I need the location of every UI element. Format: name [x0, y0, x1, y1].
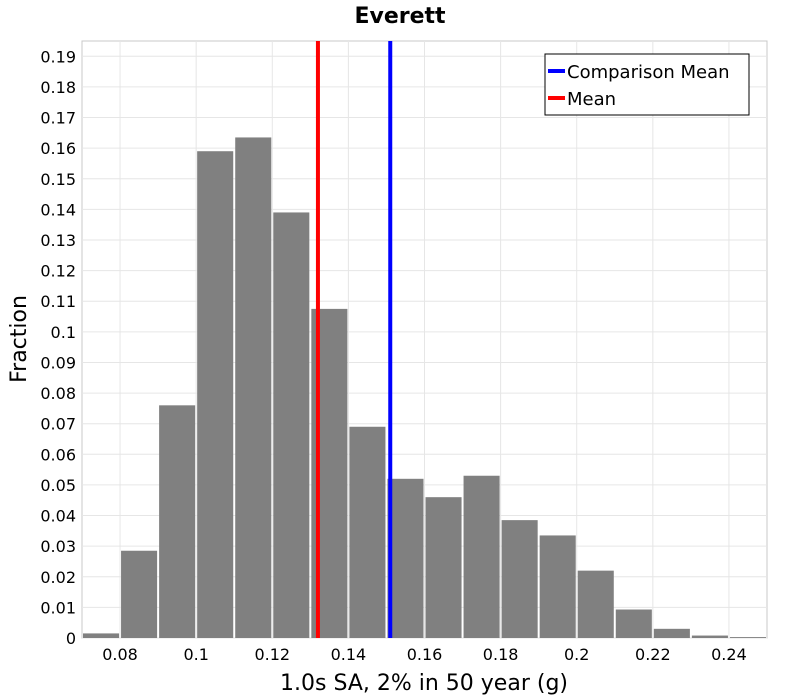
legend-box: [544, 53, 750, 116]
y-tick-label: 0.18: [40, 78, 76, 97]
y-tick-label: 0.09: [40, 353, 76, 372]
y-tick-label: 0.12: [40, 262, 76, 281]
x-tick-label: 0.14: [331, 645, 367, 664]
legend-label-mean: Mean: [567, 89, 616, 110]
histogram-bar: [159, 405, 196, 638]
histogram-bar: [235, 137, 272, 638]
histogram-bar: [349, 426, 386, 638]
y-tick-label: 0.03: [40, 537, 76, 556]
x-tick-label: 0.2: [564, 645, 589, 664]
histogram-bar: [653, 628, 690, 638]
y-axis-ticks: 0 0.01 0.02 0.03 0.04 0.05 0.06 0.07 0.08 0.09 0.1…: [40, 47, 76, 648]
x-tick-label: 0.18: [483, 645, 519, 664]
histogram-bar: [729, 637, 766, 638]
y-tick-label: 0.02: [40, 568, 76, 587]
legend-label-comparison-mean: Comparison Mean: [567, 62, 730, 83]
y-tick-label: 0.04: [40, 507, 76, 526]
histogram-bars: [83, 137, 766, 638]
x-tick-label: 0.12: [254, 645, 290, 664]
reference-lines: [315, 41, 393, 638]
histogram-bar: [691, 635, 728, 638]
x-tick-label: 0.24: [711, 645, 747, 664]
histogram-bar: [121, 550, 158, 638]
y-tick-label: 0.1: [51, 323, 76, 342]
x-tick-label: 0.16: [407, 645, 443, 664]
histogram-bar: [501, 520, 538, 638]
x-axis-ticks: 0.08 0.1 0.12 0.14 0.16 0.18 0.2 0.22 0.24: [102, 645, 747, 664]
y-tick-label: 0.19: [40, 47, 76, 66]
y-tick-label: 0: [66, 629, 76, 648]
histogram-bar: [387, 478, 424, 638]
histogram-bar: [615, 609, 652, 638]
y-tick-label: 0.11: [40, 292, 76, 311]
y-tick-label: 0.14: [40, 200, 76, 219]
y-tick-label: 0.01: [40, 598, 76, 617]
histogram-bar: [83, 633, 120, 638]
histogram-bar: [425, 497, 462, 638]
histogram-bar: [577, 570, 614, 638]
y-tick-label: 0.08: [40, 384, 76, 403]
y-tick-label: 0.13: [40, 231, 76, 250]
y-tick-label: 0.07: [40, 415, 76, 434]
y-tick-label: 0.16: [40, 139, 76, 158]
legend: Comparison Mean Mean: [544, 53, 750, 116]
y-axis-title: Fraction: [7, 295, 32, 383]
histogram-bar: [273, 212, 310, 638]
x-tick-label: 0.22: [635, 645, 671, 664]
y-tick-label: 0.06: [40, 445, 76, 464]
y-tick-label: 0.15: [40, 170, 76, 189]
histogram-bar: [197, 151, 234, 638]
grid-lines: [82, 41, 767, 639]
x-tick-label: 0.1: [183, 645, 208, 664]
x-tick-label: 0.08: [102, 645, 138, 664]
y-tick-label: 0.05: [40, 476, 76, 495]
x-axis-title: 1.0s SA, 2% in 50 year (g): [280, 671, 568, 696]
histogram-bar: [539, 535, 576, 638]
chart-title: Everett: [354, 4, 446, 29]
y-tick-label: 0.17: [40, 109, 76, 128]
histogram-bar: [463, 475, 500, 638]
